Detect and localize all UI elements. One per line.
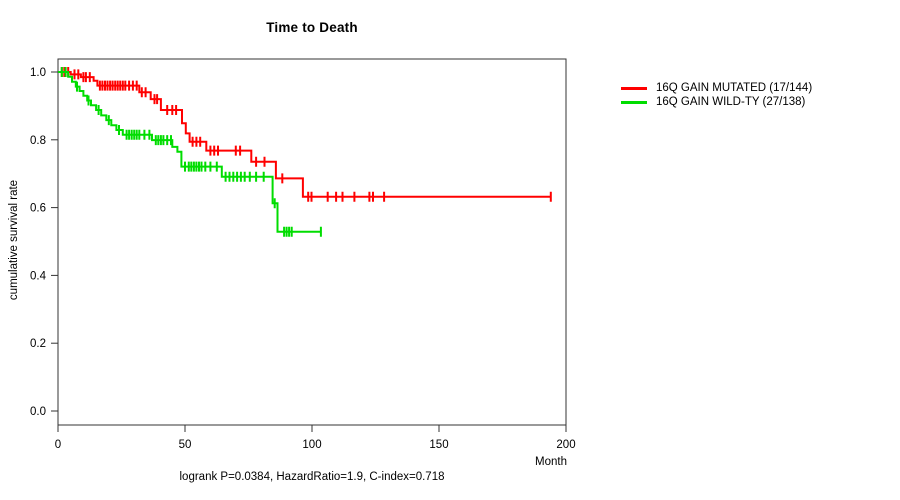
survival-curve-wildtype	[58, 71, 321, 233]
x-tick-label: 0	[55, 439, 61, 451]
x-tick-label: 150	[429, 439, 448, 451]
x-axis-unit-label: Month	[535, 456, 567, 468]
x-tick-label: 100	[302, 439, 321, 451]
y-tick-label: 1.0	[30, 67, 46, 79]
legend-line-swatch-red	[621, 86, 647, 90]
legend: 16Q GAIN MUTATED (17/144) 16Q GAIN WILD-…	[621, 81, 812, 109]
plot-frame	[57, 58, 567, 426]
chart-title: Time to Death	[266, 20, 358, 35]
y-tick-label: 0.8	[30, 135, 46, 147]
y-tick-label: 0.0	[30, 406, 46, 418]
y-tick-label: 0.6	[30, 203, 46, 215]
legend-label-mutated: 16Q GAIN MUTATED (17/144)	[656, 82, 813, 94]
stats-annotation: logrank P=0.0384, HazardRatio=1.9, C-ind…	[179, 471, 445, 483]
y-tick-label: 0.4	[30, 270, 47, 282]
legend-item-wildtype: 16Q GAIN WILD-TY (27/138)	[621, 95, 812, 109]
x-tick-label: 50	[179, 439, 192, 451]
legend-label-wildtype: 16Q GAIN WILD-TY (27/138)	[656, 96, 806, 108]
y-axis-title: cumulative survival rate	[8, 179, 20, 301]
legend-item-mutated: 16Q GAIN MUTATED (17/144)	[621, 81, 812, 95]
legend-line-swatch-green	[621, 100, 647, 104]
y-tick-label: 0.2	[30, 338, 46, 350]
censor-ticks-wildtype	[60, 67, 322, 237]
x-tick-label: 200	[556, 439, 575, 451]
